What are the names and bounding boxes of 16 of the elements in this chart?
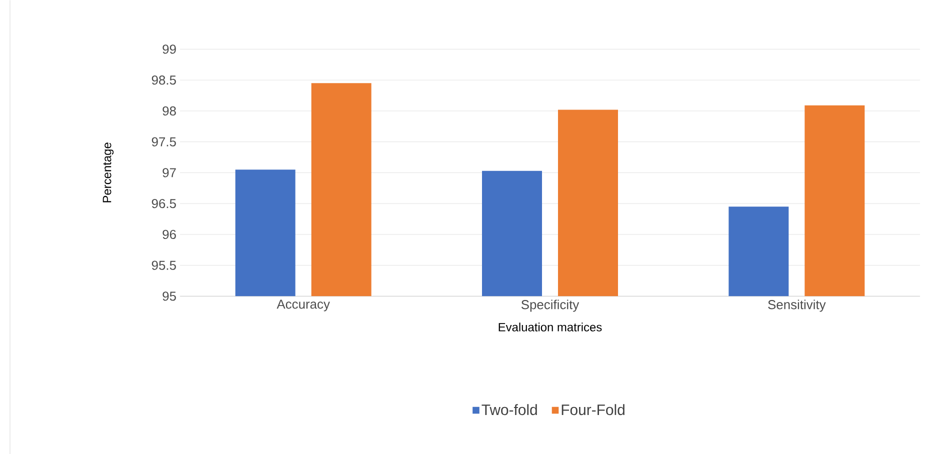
- y-tick-label: 97.5: [152, 137, 176, 146]
- x-tick-label: Accuracy: [276, 300, 330, 312]
- y-tick-label: 96.5: [152, 198, 176, 208]
- legend-label: Two-fold: [482, 404, 537, 415]
- x-axis-title: Evaluation matrices: [498, 322, 602, 332]
- y-tick-label: 95: [162, 291, 176, 301]
- x-tick-label: Specificity: [521, 300, 580, 312]
- legend-label: Four-Fold: [562, 404, 624, 415]
- y-tick-label: 95.5: [152, 260, 176, 270]
- y-tick-label: 98.5: [152, 75, 176, 84]
- x-tick-label: Sensitivity: [768, 300, 826, 312]
- y-tick-label: 98: [162, 106, 176, 116]
- y-axis-title: Percentage: [102, 142, 114, 202]
- y-tick-label: 96: [162, 230, 176, 239]
- y-tick-label: 97: [162, 168, 176, 178]
- y-tick-label: 99: [162, 44, 176, 54]
